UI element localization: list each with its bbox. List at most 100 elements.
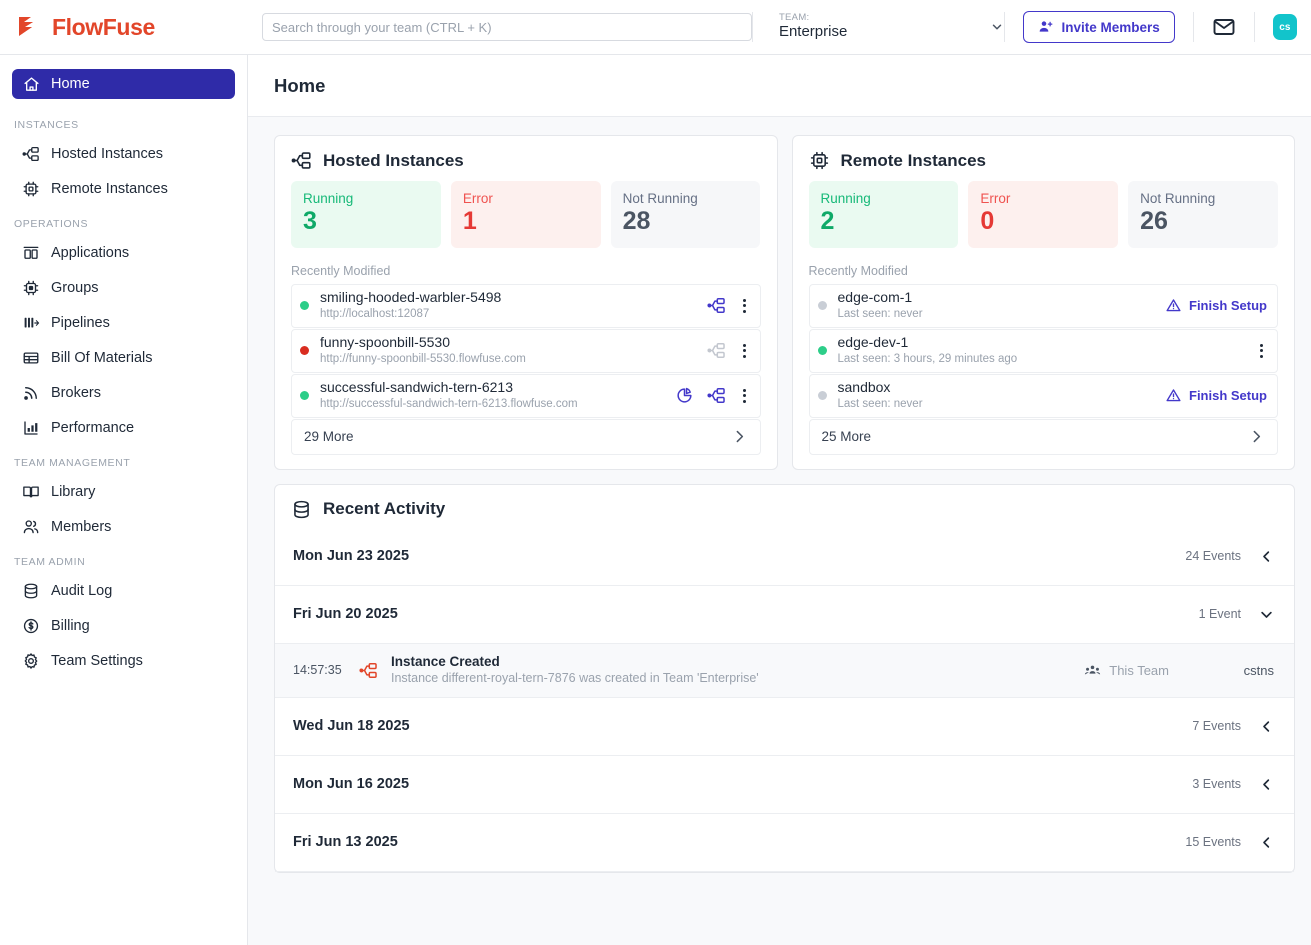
hosted-more-row[interactable]: 29 More [291, 418, 761, 455]
activity-day-row[interactable]: Mon Jun 23 2025 24 Events [275, 528, 1294, 586]
finish-setup-label: Finish Setup [1189, 388, 1267, 403]
status-tiles: Running 2 Error 0 Not Running 26 [808, 181, 1279, 248]
brand-logo[interactable]: FlowFuse [0, 14, 248, 41]
recently-modified-label: Recently Modified [808, 263, 908, 278]
sidebar-item-label: Hosted Instances [51, 146, 164, 162]
open-editor-icon[interactable] [706, 296, 726, 315]
search-input[interactable] [262, 13, 752, 41]
sidebar-item-billing[interactable]: Billing [12, 611, 235, 641]
sidebar-item-performance[interactable]: Performance [12, 413, 235, 443]
dashboard-icon[interactable] [675, 386, 694, 405]
instance-cards-row: Hosted Instances Running 3 Error 1 [274, 135, 1295, 470]
chevron-left-icon[interactable] [1259, 777, 1274, 792]
sidebar-item-members[interactable]: Members [12, 512, 235, 542]
activity-date: Mon Jun 16 2025 [293, 776, 410, 792]
top-bar: FlowFuse TEAM: Enterprise Invite Members [0, 0, 1311, 55]
device-row[interactable]: edge-com-1 Last seen: never [808, 283, 1278, 328]
finish-setup-button[interactable]: Finish Setup [1165, 297, 1267, 314]
status-tile-error[interactable]: Error 0 [968, 181, 1119, 248]
kebab-menu-icon[interactable] [739, 388, 750, 403]
card-header: Recent Activity [275, 485, 1294, 528]
divider [1253, 12, 1255, 42]
instance-row[interactable]: funny-spoonbill-5530 http://funny-spoonb… [291, 328, 761, 373]
sidebar-item-label: Groups [51, 280, 99, 296]
remote-instances-card: Remote Instances Running 2 Error 0 [791, 135, 1295, 470]
sidebar-item-team-settings[interactable]: Team Settings [12, 646, 235, 676]
instance-created-icon [359, 661, 378, 680]
open-editor-icon [706, 341, 726, 360]
sidebar-item-library[interactable]: Library [12, 477, 235, 507]
activity-day-row[interactable]: Fri Jun 20 2025 1 Event [275, 586, 1294, 644]
team-icon [1084, 662, 1101, 679]
sidebar-group-instances: INSTANCES [14, 119, 79, 131]
page-title: Home [274, 74, 326, 96]
sidebar-item-remote-instances[interactable]: Remote Instances [12, 174, 235, 204]
broadcast-icon [22, 384, 40, 402]
hosted-instances-card: Hosted Instances Running 3 Error 1 [274, 135, 778, 470]
finish-setup-button[interactable]: Finish Setup [1165, 387, 1267, 404]
status-tile-error[interactable]: Error 1 [450, 181, 601, 248]
invite-members-label: Invite Members [1061, 19, 1160, 35]
user-plus-icon [1038, 19, 1054, 35]
chevron-left-icon[interactable] [1259, 835, 1274, 850]
gear-icon [22, 652, 40, 670]
divider [752, 12, 753, 42]
sidebar-item-label: Billing [51, 618, 90, 634]
activity-date: Fri Jun 20 2025 [293, 606, 398, 622]
body-wrapper: Home INSTANCES Hosted Instances [0, 55, 1311, 945]
activity-event-row[interactable]: 14:57:35 Instance Created Instance diffe… [275, 643, 1294, 698]
card-title: Remote Instances [840, 150, 987, 170]
device-name: edge-dev-1 [837, 334, 909, 351]
sidebar-item-pipelines[interactable]: Pipelines [12, 308, 235, 338]
instance-row[interactable]: smiling-hooded-warbler-5498 http://local… [291, 283, 761, 328]
search-container [248, 13, 752, 41]
chevron-left-icon[interactable] [1259, 549, 1274, 564]
device-row[interactable]: sandbox Last seen: never [808, 373, 1278, 418]
instance-url: http://successful-sandwich-tern-6213.flo… [320, 397, 578, 410]
team-selector[interactable]: TEAM: Enterprise [779, 12, 1004, 41]
sidebar-item-audit-log[interactable]: Audit Log [12, 576, 235, 606]
envelope-icon[interactable] [1212, 15, 1236, 39]
chevron-down-icon[interactable] [990, 20, 1004, 34]
chevron-down-icon[interactable] [1259, 607, 1274, 622]
tile-label: Error [980, 191, 1011, 206]
sidebar-item-label: Audit Log [51, 583, 113, 599]
warning-triangle-icon [1165, 297, 1182, 314]
avatar[interactable]: cs [1272, 14, 1297, 40]
status-dot-running [817, 346, 827, 355]
open-editor-icon[interactable] [706, 386, 726, 405]
sidebar-item-home[interactable]: Home [12, 69, 235, 99]
kebab-menu-icon[interactable] [1256, 343, 1267, 358]
status-tile-running[interactable]: Running 2 [808, 181, 959, 248]
status-tile-not-running[interactable]: Not Running 28 [610, 181, 761, 248]
status-tile-not-running[interactable]: Not Running 26 [1128, 181, 1278, 248]
invite-members-button[interactable]: Invite Members [1022, 11, 1175, 43]
chevron-right-icon [731, 428, 748, 445]
dollar-circle-icon [22, 617, 40, 635]
status-tile-running[interactable]: Running 3 [291, 181, 441, 248]
instance-row[interactable]: successful-sandwich-tern-6213 http://suc… [291, 373, 761, 418]
sidebar-item-brokers[interactable]: Brokers [12, 378, 235, 408]
sidebar-item-hosted-instances[interactable]: Hosted Instances [12, 139, 235, 169]
groups-chip-icon [22, 279, 40, 297]
card-body: Running 3 Error 1 Not Running 28 [275, 181, 777, 469]
activity-day-row[interactable]: Wed Jun 18 2025 7 Events [275, 698, 1294, 756]
card-header: Remote Instances [793, 136, 1295, 181]
remote-more-row[interactable]: 25 More [808, 418, 1278, 455]
more-label: 25 More [821, 429, 872, 444]
device-row[interactable]: edge-dev-1 Last seen: 3 hours, 29 minute… [808, 328, 1278, 373]
chevron-left-icon[interactable] [1259, 719, 1274, 734]
sidebar-item-label: Home [51, 76, 90, 92]
sidebar-item-label: Brokers [51, 385, 101, 401]
divider [1003, 12, 1005, 42]
activity-day-row[interactable]: Fri Jun 13 2025 15 Events [275, 814, 1294, 872]
sidebar-item-groups[interactable]: Groups [12, 273, 235, 303]
sidebar-item-applications[interactable]: Applications [12, 238, 235, 268]
kebab-menu-icon[interactable] [739, 298, 750, 313]
hosted-instances-icon [22, 145, 40, 163]
sidebar-group-team-admin: TEAM ADMIN [14, 556, 86, 568]
kebab-menu-icon[interactable] [739, 343, 750, 358]
activity-day-row[interactable]: Mon Jun 16 2025 3 Events [275, 756, 1294, 814]
sidebar-item-bill-of-materials[interactable]: Bill Of Materials [12, 343, 235, 373]
event-title: Instance Created [391, 653, 500, 669]
